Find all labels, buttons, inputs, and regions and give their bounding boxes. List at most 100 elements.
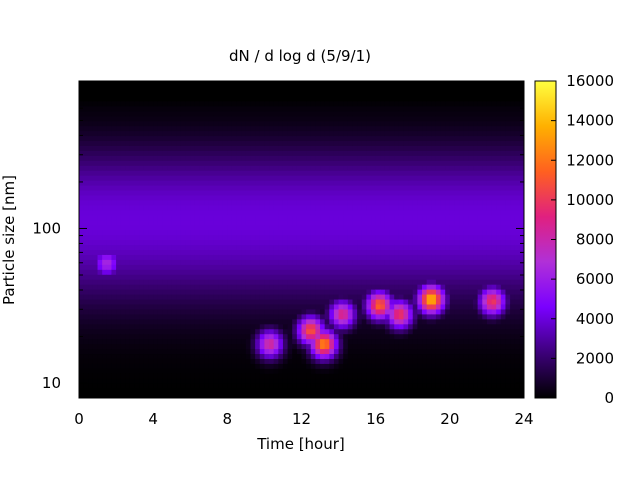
heatmap-cell xyxy=(222,214,228,221)
heatmap-cell xyxy=(273,135,279,142)
heatmap-cell xyxy=(199,165,205,171)
heatmap-cell xyxy=(361,229,367,236)
heatmap-cell xyxy=(310,90,317,97)
heatmap-cell xyxy=(255,194,261,201)
heatmap-cell xyxy=(287,244,293,251)
heatmap-cell xyxy=(92,259,99,265)
heatmap-cell xyxy=(375,269,381,275)
heatmap-cell xyxy=(329,368,335,374)
heatmap-cell xyxy=(375,209,381,216)
heatmap-cell xyxy=(227,308,233,315)
heatmap-cell xyxy=(394,264,400,270)
heatmap-cell xyxy=(292,298,298,305)
heatmap-cell xyxy=(129,194,136,201)
heatmap-cell xyxy=(352,338,358,345)
heatmap-cell xyxy=(310,308,317,315)
heatmap-cell xyxy=(250,259,256,265)
heatmap-cell xyxy=(102,388,108,394)
heatmap-cell xyxy=(292,284,298,290)
heatmap-cell xyxy=(236,383,242,389)
heatmap-cell xyxy=(241,363,247,369)
heatmap-cell xyxy=(384,204,391,211)
heatmap-cell xyxy=(324,189,330,196)
heatmap-cell xyxy=(79,204,85,211)
heatmap-cell xyxy=(143,298,150,305)
heatmap-cell xyxy=(352,274,358,280)
heatmap-cell xyxy=(375,180,381,186)
heatmap-cell xyxy=(208,373,215,379)
heatmap-cell xyxy=(194,81,201,87)
heatmap-cell xyxy=(324,85,330,92)
heatmap-cell xyxy=(287,373,293,379)
heatmap-cell xyxy=(384,264,391,270)
heatmap-cell xyxy=(394,229,400,236)
heatmap-cell xyxy=(92,130,99,137)
heatmap-cell xyxy=(408,224,414,231)
heatmap-cell xyxy=(83,284,89,290)
heatmap-cell xyxy=(190,180,196,186)
heatmap-cell xyxy=(153,293,159,300)
heatmap-cell xyxy=(361,348,367,355)
heatmap-cell xyxy=(176,293,182,300)
heatmap-cell xyxy=(245,279,252,285)
heatmap-cell xyxy=(167,234,173,241)
heatmap-cell xyxy=(375,224,381,231)
heatmap-cell xyxy=(357,284,363,290)
heatmap-cell xyxy=(343,229,349,236)
heatmap-cell xyxy=(148,100,154,107)
heatmap-cell xyxy=(204,338,210,345)
heatmap-cell xyxy=(97,135,103,142)
heatmap-cell xyxy=(180,105,187,112)
heatmap-cell xyxy=(180,125,187,132)
heatmap-cell xyxy=(83,165,89,171)
heatmap-cell xyxy=(134,100,140,107)
heatmap-cell xyxy=(213,373,219,379)
heatmap-cell xyxy=(435,199,442,206)
heatmap-cell xyxy=(389,308,395,315)
heatmap-cell xyxy=(292,90,298,97)
heatmap-cell xyxy=(120,264,126,270)
heatmap-cell xyxy=(403,135,409,142)
heatmap-cell xyxy=(153,264,159,270)
heatmap-cell xyxy=(167,284,173,290)
heatmap-cell xyxy=(134,338,140,345)
heatmap-cell xyxy=(218,150,224,156)
heatmap-cell xyxy=(282,293,289,300)
heatmap-cell xyxy=(306,100,312,107)
heatmap-cell xyxy=(190,85,196,92)
heatmap-cell xyxy=(134,343,140,350)
heatmap-cell xyxy=(357,303,363,310)
heatmap-cell xyxy=(384,274,391,280)
heatmap-cell xyxy=(408,125,414,132)
heatmap-cell xyxy=(83,363,89,369)
heatmap-cell xyxy=(176,343,182,350)
heatmap-cell xyxy=(338,85,344,92)
heatmap-cell xyxy=(269,313,275,320)
heatmap-cell xyxy=(250,160,256,166)
heatmap-cell xyxy=(125,234,131,241)
heatmap-cell xyxy=(88,100,94,107)
heatmap-cell xyxy=(250,209,256,216)
heatmap-cell xyxy=(153,145,159,151)
heatmap-cell xyxy=(102,130,108,137)
heatmap-cell xyxy=(366,313,372,320)
heatmap-cell xyxy=(143,115,150,122)
heatmap-cell xyxy=(357,81,363,87)
heatmap-cell xyxy=(408,175,414,181)
heatmap-cell xyxy=(398,194,405,201)
heatmap-cell xyxy=(435,155,442,161)
heatmap-cell xyxy=(167,333,173,340)
heatmap-cell xyxy=(222,110,228,117)
heatmap-cell xyxy=(426,219,432,226)
heatmap-cell xyxy=(320,269,326,275)
heatmap-cell xyxy=(426,229,432,236)
heatmap-cell xyxy=(282,185,289,191)
heatmap-cell xyxy=(315,81,321,87)
heatmap-cell xyxy=(380,81,386,87)
heatmap-cell xyxy=(241,110,247,117)
heatmap-cell xyxy=(199,358,205,364)
heatmap-cell xyxy=(384,244,391,251)
heatmap-cell xyxy=(408,130,414,137)
heatmap-cell xyxy=(116,264,122,270)
heatmap-cell xyxy=(180,239,187,246)
